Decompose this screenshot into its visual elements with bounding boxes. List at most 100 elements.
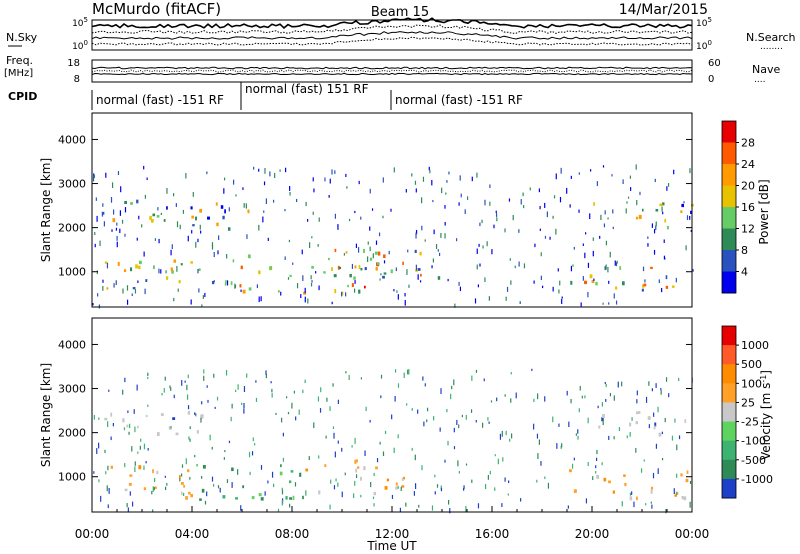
velocity-noise <box>397 383 400 388</box>
power-noise <box>651 223 653 228</box>
velocity-echo <box>356 466 360 469</box>
velocity-colorbar-swatch <box>722 440 736 461</box>
power-colorbar-tick-label: 12 <box>741 223 755 236</box>
velocity-noise <box>508 480 510 484</box>
velocity-noise <box>446 408 448 413</box>
velocity-noise <box>461 414 463 418</box>
power-noise <box>122 288 124 294</box>
velocity-noise <box>265 373 267 379</box>
velocity-noise <box>601 462 603 466</box>
velocity-echo <box>292 495 295 500</box>
velocity-noise <box>577 435 579 440</box>
velocity-noise <box>568 421 570 428</box>
power-echo <box>156 215 160 218</box>
velocity-noise <box>391 494 394 499</box>
velocity-echo <box>681 495 684 500</box>
velocity-noise <box>341 491 343 498</box>
velocity-noise <box>329 406 331 411</box>
velocity-echo <box>355 468 358 473</box>
velocity-noise <box>243 386 246 393</box>
velocity-echo <box>289 497 293 500</box>
power-echo <box>132 287 136 290</box>
velocity-noise <box>207 399 209 403</box>
velocity-noise <box>140 438 142 442</box>
velocity-noise <box>533 398 535 403</box>
velocity-noise <box>330 479 332 484</box>
velocity-echo <box>601 417 604 422</box>
velocity-noise <box>421 465 423 471</box>
power-noise <box>197 268 199 274</box>
power-noise <box>630 187 632 191</box>
velocity-noise <box>393 447 395 454</box>
velocity-noise <box>571 463 574 469</box>
velocity-echo <box>683 496 687 501</box>
velocity-noise <box>417 409 419 414</box>
velocity-noise <box>93 471 95 474</box>
velocity-noise <box>252 437 254 442</box>
power-noise <box>300 294 302 299</box>
velocity-echo <box>136 425 139 429</box>
power-noise <box>345 292 347 297</box>
velocity-noise <box>200 417 202 423</box>
velocity-noise <box>577 429 579 434</box>
power-noise <box>396 290 398 293</box>
velocity-panel: Slant Range [km] 1000 2000 3000 4000 1000 50… <box>39 317 773 514</box>
velocity-noise <box>364 450 366 457</box>
velocity-noise <box>201 476 203 479</box>
velocity-noise <box>668 393 670 398</box>
power-noise <box>622 179 624 185</box>
velocity-echo <box>363 466 366 471</box>
power-noise <box>553 195 556 199</box>
power-noise <box>417 274 419 280</box>
power-noise <box>223 177 226 181</box>
velocity-colorbar-swatch <box>722 345 736 365</box>
power-noise <box>406 269 408 275</box>
velocity-noise <box>136 384 138 391</box>
velocity-noise <box>501 503 503 508</box>
velocity-echo <box>647 416 651 420</box>
power-noise <box>476 172 478 178</box>
velocity-echo <box>658 432 662 437</box>
velocity-noise <box>643 459 645 462</box>
power-noise <box>372 253 374 259</box>
velocity-noise <box>337 482 339 487</box>
velocity-echo <box>145 414 148 418</box>
velocity-noise <box>225 369 228 376</box>
power-noise <box>431 179 433 186</box>
power-echo <box>136 199 139 204</box>
power-noise <box>546 211 548 218</box>
velocity-noise <box>470 409 473 413</box>
velocity-noise <box>213 373 215 378</box>
power-noise <box>444 205 446 209</box>
power-noise <box>393 289 395 292</box>
power-noise <box>455 238 458 242</box>
power-noise <box>143 251 145 257</box>
power-colorbar-tick-label: 4 <box>741 266 748 279</box>
power-noise <box>404 299 406 306</box>
power-noise <box>608 302 610 305</box>
velocity-noise <box>617 381 619 388</box>
velocity-noise <box>629 492 632 496</box>
velocity-noise <box>304 379 306 384</box>
velocity-noise <box>655 443 658 449</box>
power-echo <box>662 202 665 206</box>
power-noise <box>245 203 247 209</box>
power-echo <box>173 259 177 263</box>
power-echo <box>638 214 642 220</box>
velocity-echo <box>290 470 294 473</box>
power-noise <box>407 249 409 253</box>
power-noise <box>234 283 236 289</box>
velocity-noise <box>544 396 546 402</box>
power-noise <box>115 227 118 231</box>
velocity-noise <box>567 505 569 509</box>
velocity-noise <box>674 418 676 423</box>
velocity-colorbar-swatch <box>722 421 736 442</box>
power-noise <box>317 244 319 247</box>
velocity-noise <box>248 451 251 458</box>
power-echo <box>341 291 344 296</box>
power-noise <box>195 241 197 248</box>
velocity-noise <box>380 374 383 379</box>
power-echo <box>619 266 622 270</box>
velocity-noise <box>453 427 455 433</box>
velocity-noise <box>143 465 145 471</box>
